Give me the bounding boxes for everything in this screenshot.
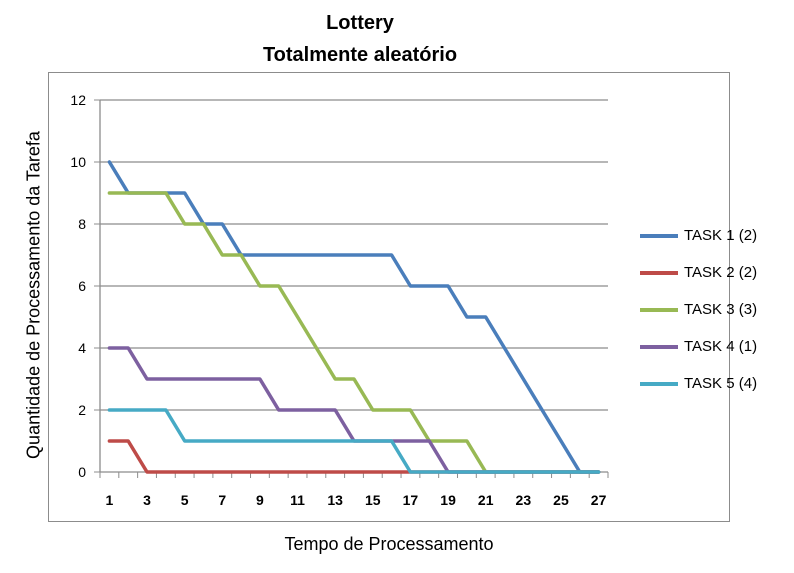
y-tick-label: 10 [70,154,86,170]
legend-swatch [640,344,678,349]
legend-item: TASK 3 (3) [640,291,757,328]
y-tick-label: 12 [70,92,86,108]
legend-label: TASK 4 (1) [684,338,758,355]
series-line-3 [107,191,601,474]
series-line-1 [107,160,601,474]
y-tick-label: 2 [78,402,86,418]
y-tick-label: 4 [78,340,86,356]
legend-item: TASK 2 (2) [640,254,757,291]
y-tick-label: 6 [78,278,86,294]
legend-swatch [640,270,678,275]
y-tick-label: 0 [78,464,86,480]
series-line-2 [107,439,601,474]
x-tick-label: 1 [106,492,114,508]
legend-label: TASK 2 (2) [684,264,758,281]
x-tick-label: 3 [143,492,151,508]
x-tick-label: 9 [256,492,264,508]
x-tick-label: 21 [478,492,494,508]
x-tick-label: 25 [553,492,569,508]
y-axis-label: Quantidade de Processamento da Tarefa [23,131,44,459]
legend-swatch [640,307,678,312]
legend: TASK 1 (2) TASK 2 (2) TASK 3 (3) TASK 4 (1)… [640,217,757,402]
legend-label: TASK 5 (4) [684,375,758,392]
legend-swatch [640,233,678,238]
legend-item: TASK 4 (1) [640,328,757,365]
x-tick-label: 5 [181,492,189,508]
legend-label: TASK 3 (3) [684,301,758,318]
x-tick-label: 13 [327,492,343,508]
legend-swatch [640,381,678,386]
legend-label: TASK 1 (2) [684,227,758,244]
x-tick-label: 15 [365,492,381,508]
legend-item: TASK 1 (2) [640,217,757,254]
x-tick-label: 11 [290,492,305,508]
x-tick-label: 17 [403,492,419,508]
chart-frame [48,72,730,522]
legend-item: TASK 5 (4) [640,365,757,402]
x-tick-label: 19 [440,492,456,508]
series-line-5 [107,408,601,474]
x-tick-label: 7 [218,492,226,508]
chart-title: Lottery [326,12,394,34]
x-tick-label: 27 [591,492,607,508]
chart-subtitle: Totalmente aleatório [262,44,458,66]
x-axis-label: Tempo de Processamento [284,534,494,554]
y-tick-label: 8 [78,216,86,232]
x-tick-label: 23 [516,492,532,508]
